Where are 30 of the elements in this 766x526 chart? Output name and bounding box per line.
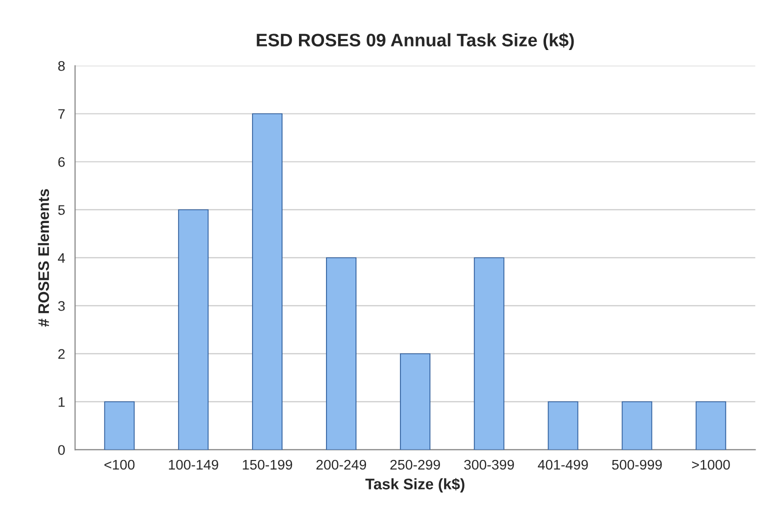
x-tick-label: <100	[104, 460, 135, 470]
y-tick-label: 7	[58, 109, 65, 119]
x-tick-label: 300-399	[464, 460, 514, 470]
chart-title: ESD ROSES 09 Annual Task Size (k$)	[256, 32, 574, 50]
bar	[622, 401, 652, 450]
x-tick-label: 250-299	[390, 460, 440, 470]
y-tick-label: 6	[58, 157, 65, 167]
y-tick-label: 4	[58, 253, 65, 263]
y-axis-title: # ROSES Elements	[38, 189, 50, 327]
y-tick-label: 2	[58, 349, 65, 359]
y-tick-label: 1	[58, 397, 65, 407]
bar	[696, 401, 726, 450]
bar	[326, 257, 356, 450]
x-tick-label: 100-149	[168, 460, 218, 470]
y-tick-label: 3	[58, 301, 65, 311]
y-tick-label: 8	[58, 61, 65, 71]
bar	[474, 257, 504, 450]
bar	[252, 113, 283, 450]
x-tick-label: 150-199	[242, 460, 292, 470]
x-tick-label: 500-999	[612, 460, 662, 470]
y-tick-label: 5	[58, 205, 65, 215]
bar	[400, 353, 430, 450]
bar	[548, 401, 578, 450]
x-tick-label: 401-499	[538, 460, 588, 470]
x-axis-title: Task Size (k$)	[365, 478, 464, 492]
bar	[104, 401, 135, 450]
y-tick-label: 0	[58, 445, 65, 455]
bar	[178, 209, 209, 450]
x-tick-label: 200-249	[316, 460, 366, 470]
x-tick-label: >1000	[692, 460, 730, 470]
